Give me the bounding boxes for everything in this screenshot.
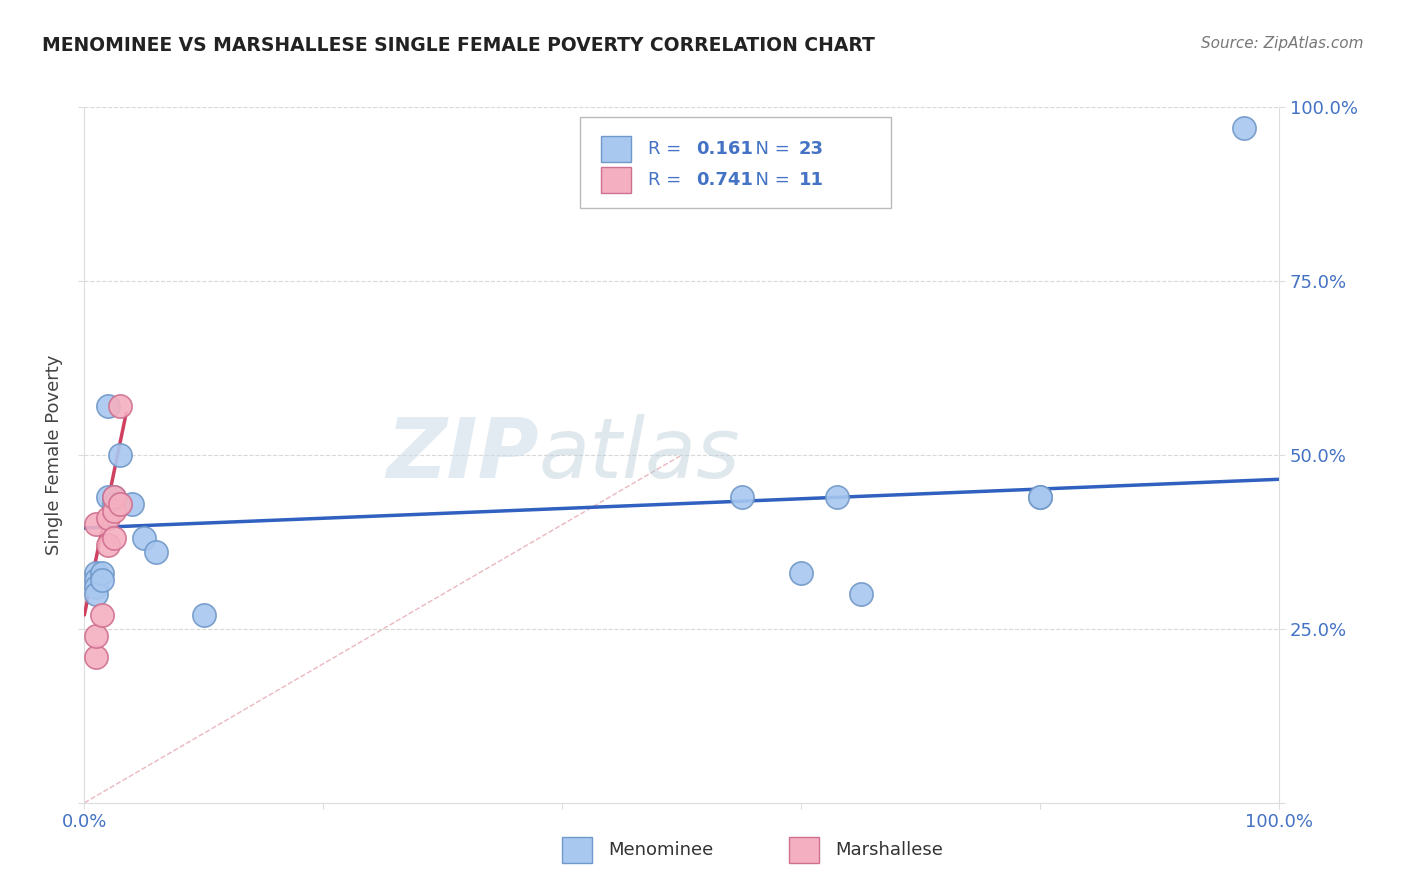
Text: atlas: atlas	[538, 415, 740, 495]
Text: Source: ZipAtlas.com: Source: ZipAtlas.com	[1201, 36, 1364, 51]
Point	[91, 573, 114, 587]
Point	[145, 545, 167, 559]
Text: Marshallese: Marshallese	[835, 841, 943, 859]
Text: R =: R =	[648, 171, 688, 189]
Y-axis label: Single Female Poverty: Single Female Poverty	[45, 355, 63, 555]
Point	[110, 399, 132, 413]
Text: Menominee: Menominee	[607, 841, 713, 859]
Point	[825, 490, 848, 504]
FancyBboxPatch shape	[600, 136, 630, 162]
Text: R =: R =	[648, 140, 688, 158]
Point	[790, 566, 813, 581]
Text: 0.741: 0.741	[696, 171, 754, 189]
Point	[86, 573, 108, 587]
Point	[103, 490, 125, 504]
Text: MENOMINEE VS MARSHALLESE SINGLE FEMALE POVERTY CORRELATION CHART: MENOMINEE VS MARSHALLESE SINGLE FEMALE P…	[42, 36, 875, 54]
Text: 0.161: 0.161	[696, 140, 754, 158]
Point	[103, 532, 125, 546]
FancyBboxPatch shape	[581, 118, 891, 208]
Point	[731, 490, 754, 504]
FancyBboxPatch shape	[600, 167, 630, 194]
Point	[97, 490, 120, 504]
Point	[103, 503, 125, 517]
Point	[1232, 120, 1256, 135]
Point	[132, 532, 156, 546]
Text: ZIP: ZIP	[385, 415, 538, 495]
Text: N =: N =	[744, 171, 796, 189]
Point	[97, 399, 120, 413]
Point	[86, 566, 108, 581]
Point	[849, 587, 872, 601]
Point	[97, 538, 120, 552]
Point	[86, 580, 108, 594]
Point	[1029, 490, 1052, 504]
Point	[110, 497, 132, 511]
Point	[86, 517, 108, 532]
Point	[193, 607, 215, 622]
Point	[110, 448, 132, 462]
Point	[86, 629, 108, 643]
Text: 23: 23	[799, 140, 824, 158]
Point	[121, 497, 143, 511]
Point	[86, 649, 108, 664]
Point	[97, 510, 120, 524]
FancyBboxPatch shape	[562, 837, 592, 863]
FancyBboxPatch shape	[790, 837, 820, 863]
Text: N =: N =	[744, 140, 796, 158]
Point	[103, 490, 125, 504]
Point	[86, 587, 108, 601]
Point	[103, 497, 125, 511]
Text: 11: 11	[799, 171, 824, 189]
Point	[91, 566, 114, 581]
Point	[1029, 490, 1052, 504]
Point	[110, 497, 132, 511]
Point	[91, 607, 114, 622]
